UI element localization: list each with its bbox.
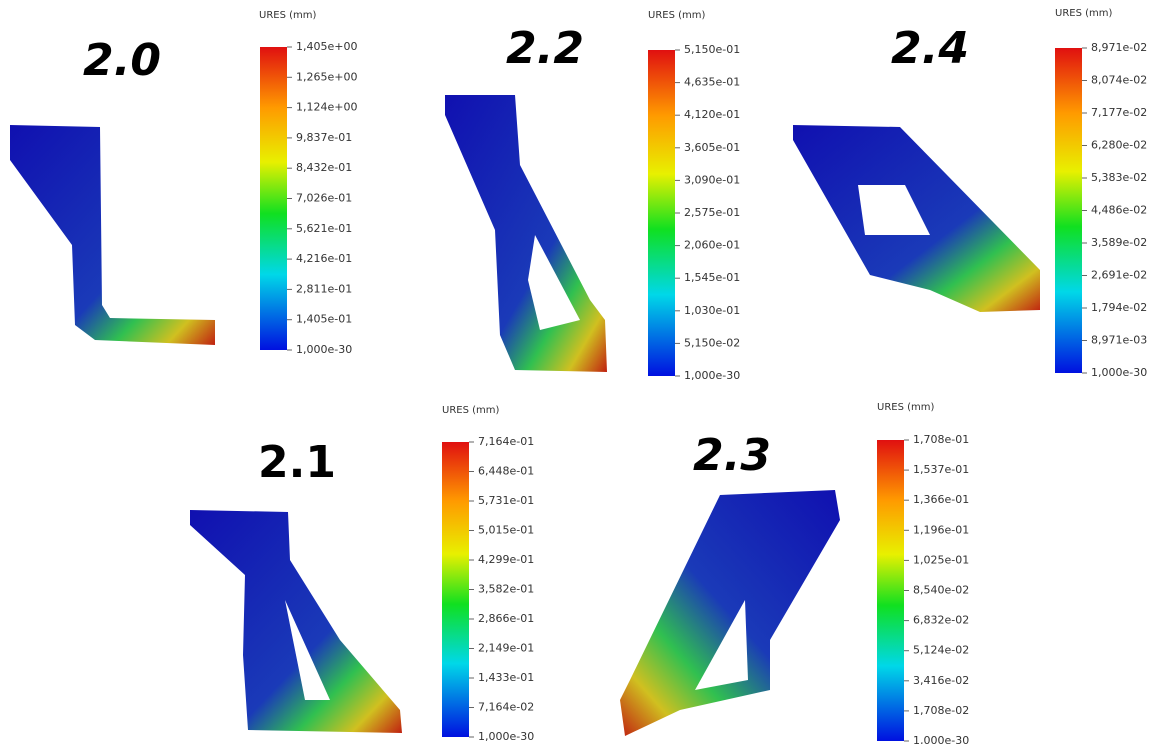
legend-label: 2,149e-01 xyxy=(478,642,534,655)
legend-label: 4,299e-01 xyxy=(478,553,534,566)
legend-label: 5,015e-01 xyxy=(478,524,534,537)
legend-label: 1,000e-30 xyxy=(296,343,352,356)
legend-label: 4,635e-01 xyxy=(684,76,740,89)
legend-label: 4,216e-01 xyxy=(296,252,352,265)
panel-label: 2.1 xyxy=(258,437,336,488)
legend-label: 1,000e-30 xyxy=(478,730,534,743)
legend-label: 1,537e-01 xyxy=(913,463,969,476)
part-2-1 xyxy=(190,510,402,733)
part-2-3 xyxy=(620,490,840,736)
legend-label: 2,811e-01 xyxy=(296,282,352,295)
legend-label: 6,448e-01 xyxy=(478,465,534,478)
legend-label: 2,060e-01 xyxy=(684,239,740,252)
part-2-2 xyxy=(445,95,607,372)
part-2-0 xyxy=(10,125,215,345)
legend-label: 6,280e-02 xyxy=(1091,139,1147,152)
legend-label: 1,000e-30 xyxy=(1091,366,1147,379)
legend-label: 1,025e-01 xyxy=(913,553,969,566)
legend-label: 7,026e-01 xyxy=(296,192,352,205)
legend-label: 7,164e-02 xyxy=(478,701,534,714)
legend-label: 4,486e-02 xyxy=(1091,204,1147,217)
legend-label: 5,150e-01 xyxy=(684,43,740,56)
legend-label: 1,794e-02 xyxy=(1091,301,1147,314)
legend-label: 5,150e-02 xyxy=(684,336,740,349)
legend-label: 3,416e-02 xyxy=(913,674,969,687)
legend-label: 5,731e-01 xyxy=(478,494,534,507)
legend-label: 8,971e-03 xyxy=(1091,334,1147,347)
legend-title: URES (mm) xyxy=(877,402,934,413)
legend-label: 4,120e-01 xyxy=(684,108,740,121)
panel-label: 2.3 xyxy=(693,430,771,481)
figure: 2.0 URES (mm) 1,405e+00 1,265e+00 1,124e+00 9… xyxy=(0,0,1151,744)
legend-label: 2,866e-01 xyxy=(478,612,534,625)
legend-label: 8,540e-02 xyxy=(913,584,969,597)
legend-label: 1,366e-01 xyxy=(913,493,969,506)
legend-label: 1,433e-01 xyxy=(478,671,534,684)
legend-label: 3,605e-01 xyxy=(684,141,740,154)
color-bar xyxy=(260,47,287,350)
legend-title: URES (mm) xyxy=(259,10,316,21)
color-bar xyxy=(1055,48,1082,373)
color-bar xyxy=(877,440,904,741)
legend-title: URES (mm) xyxy=(1055,8,1112,19)
legend-label: 1,708e-01 xyxy=(913,433,969,446)
panel-label: 2.0 xyxy=(83,35,161,86)
legend-label: 3,582e-01 xyxy=(478,583,534,596)
legend-label: 1,545e-01 xyxy=(684,271,740,284)
legend-label: 8,971e-02 xyxy=(1091,41,1147,54)
color-bar xyxy=(442,442,469,737)
legend-title: URES (mm) xyxy=(442,405,499,416)
legend-label: 8,074e-02 xyxy=(1091,74,1147,87)
legend-label: 8,432e-01 xyxy=(296,161,352,174)
legend-label: 7,164e-01 xyxy=(478,435,534,448)
color-bar xyxy=(648,50,675,376)
legend-label: 1,124e+00 xyxy=(296,101,357,114)
legend-label: 1,196e-01 xyxy=(913,523,969,536)
legend-label: 1,000e-30 xyxy=(684,369,740,382)
legend-label: 1,405e-01 xyxy=(296,313,352,326)
legend-label: 1,030e-01 xyxy=(684,304,740,317)
legend-label: 2,575e-01 xyxy=(684,206,740,219)
legend-label: 3,589e-02 xyxy=(1091,236,1147,249)
legend-label: 6,832e-02 xyxy=(913,614,969,627)
legend-title: URES (mm) xyxy=(648,10,705,21)
legend-label: 5,124e-02 xyxy=(913,644,969,657)
legend-label: 5,621e-01 xyxy=(296,222,352,235)
legend-label: 1,000e-30 xyxy=(913,734,969,744)
legend-label: 5,383e-02 xyxy=(1091,171,1147,184)
panel-label: 2.4 xyxy=(891,23,969,74)
legend-label: 3,090e-01 xyxy=(684,173,740,186)
legend-label: 7,177e-02 xyxy=(1091,106,1147,119)
legend-label: 1,265e+00 xyxy=(296,70,357,83)
legend-label: 1,708e-02 xyxy=(913,704,969,717)
legend-label: 1,405e+00 xyxy=(296,40,357,53)
panel-label: 2.2 xyxy=(506,23,584,74)
legend-label: 2,691e-02 xyxy=(1091,269,1147,282)
legend-label: 9,837e-01 xyxy=(296,131,352,144)
